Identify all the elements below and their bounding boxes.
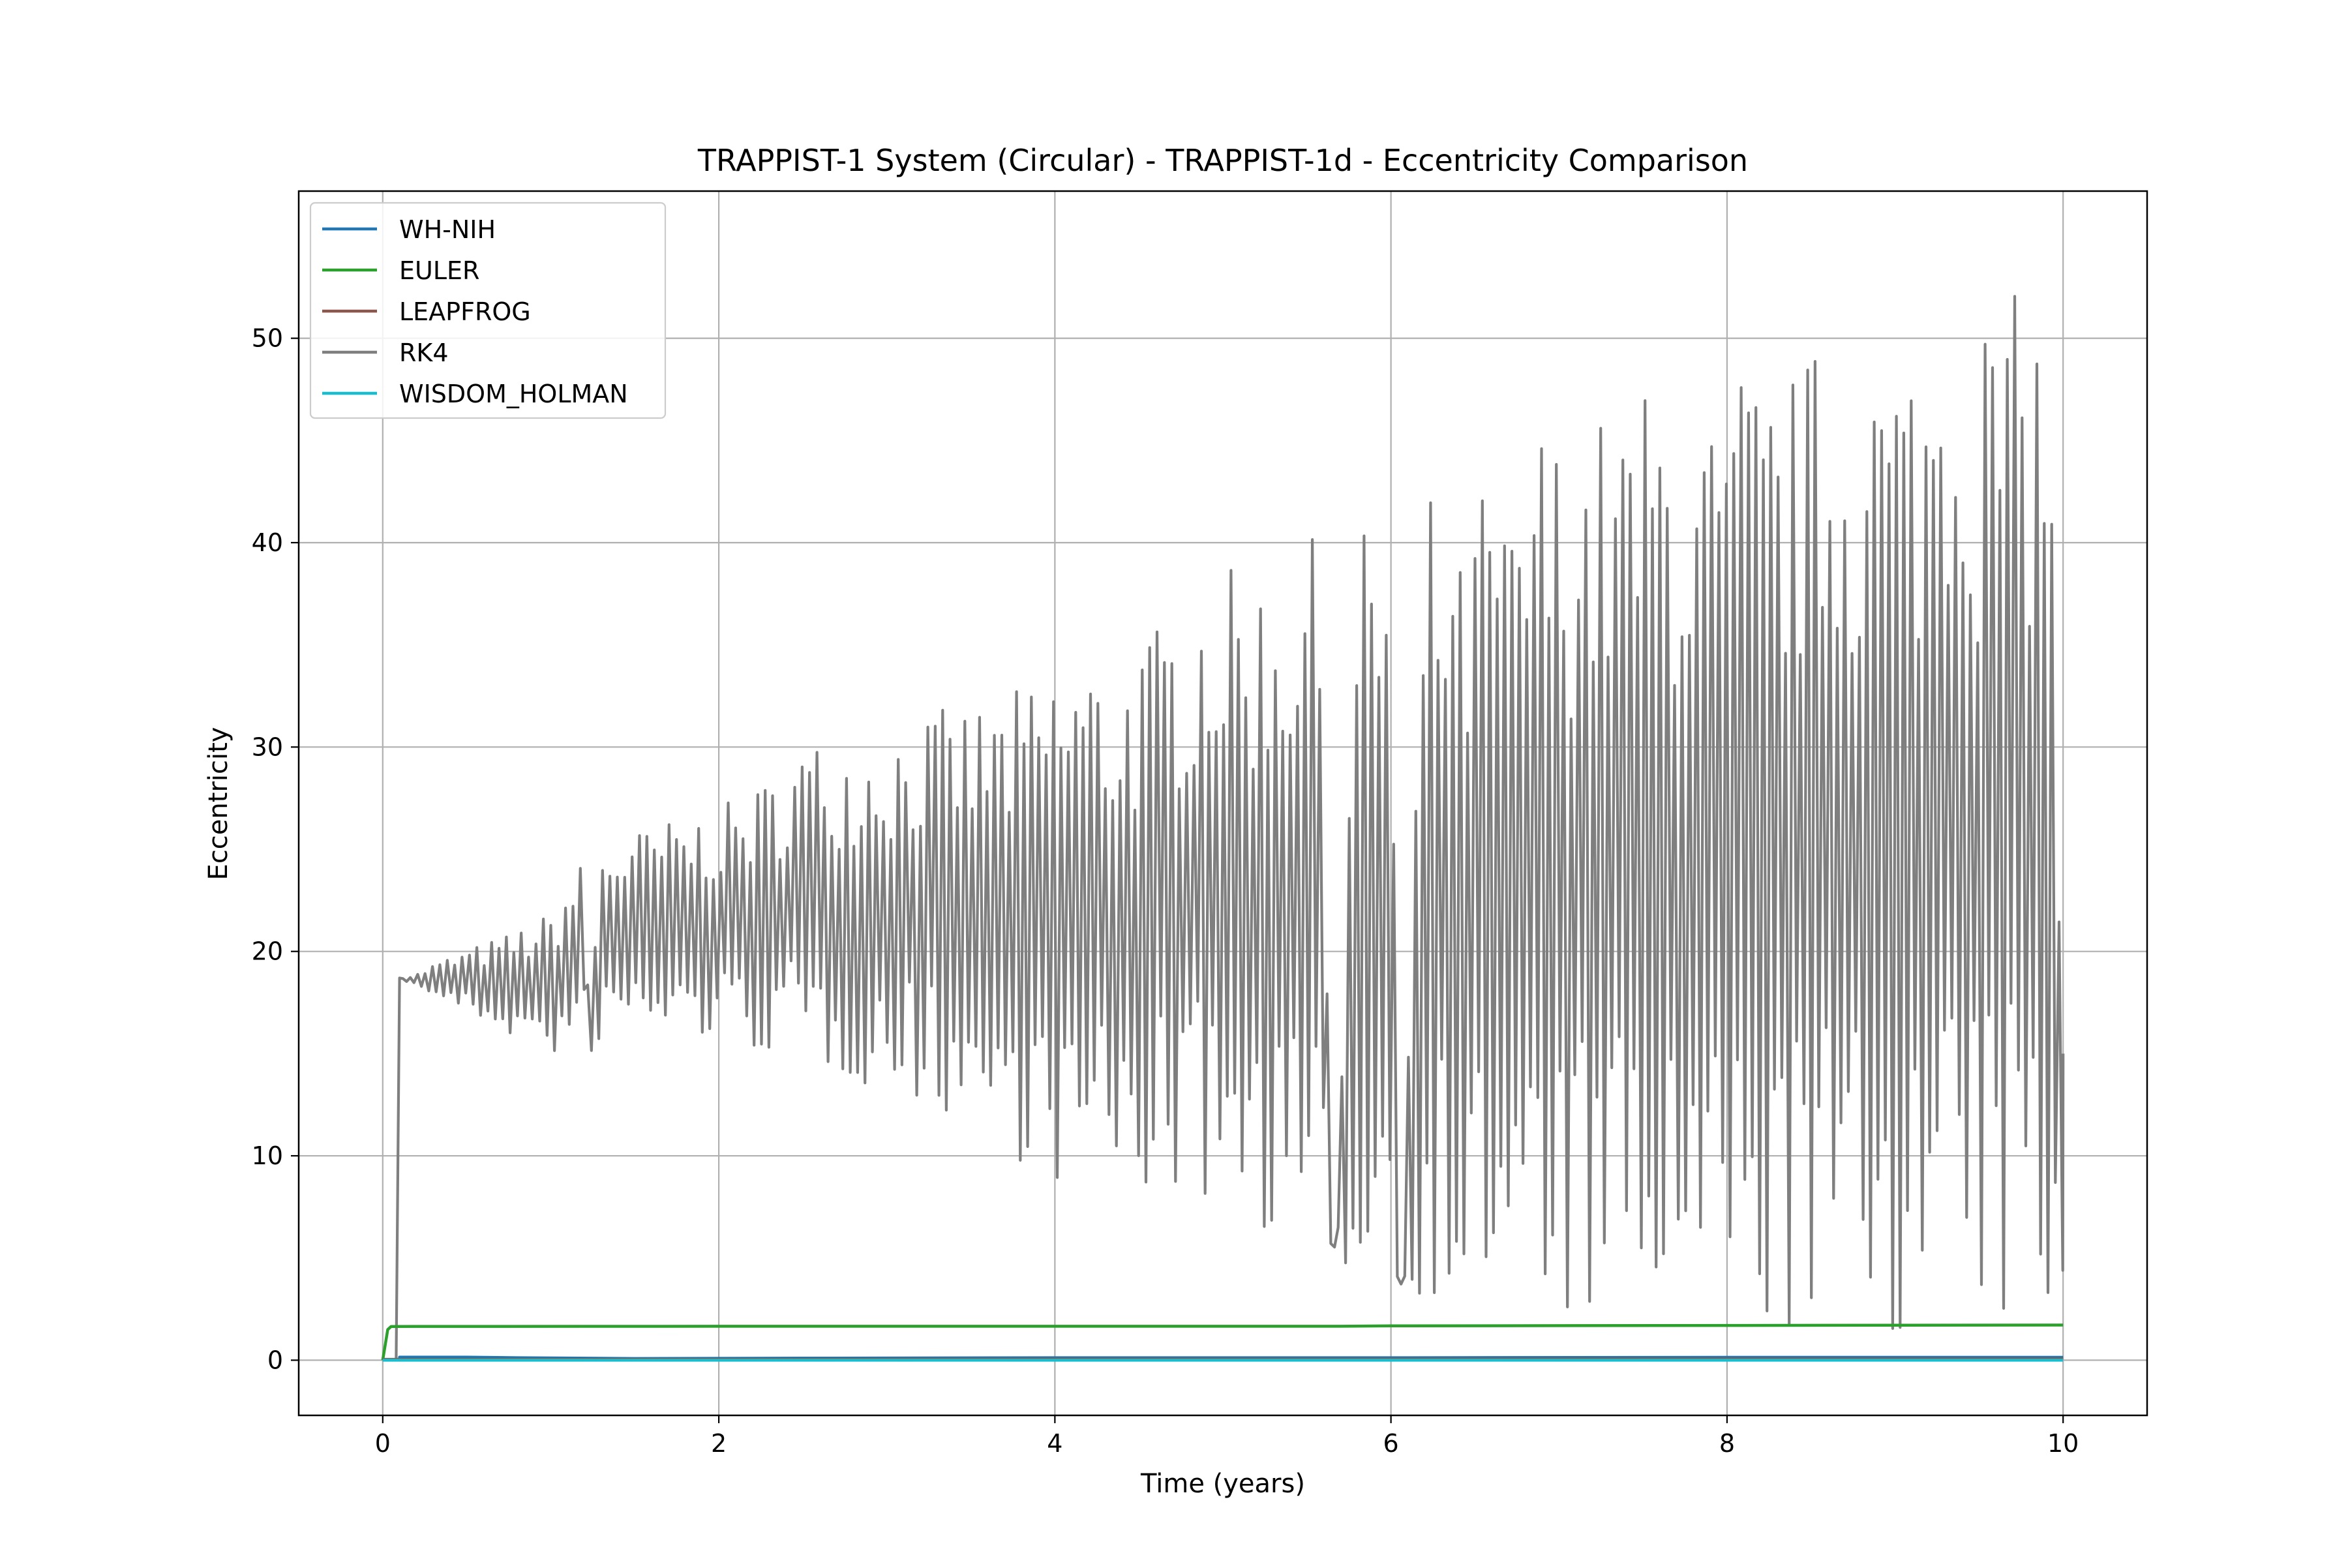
x-tick-label: 2 [711,1429,727,1458]
legend-box [309,202,667,419]
legend-label: LEAPFROG [399,297,531,326]
legend-label: RK4 [399,339,449,367]
x-tick-label: 8 [1719,1429,1735,1458]
x-tick-label: 0 [375,1429,391,1458]
y-tick-label: 30 [252,732,283,761]
legend-label: EULER [399,256,479,285]
chart-title: TRAPPIST-1 System (Circular) - TRAPPIST-… [697,143,1748,178]
x-axis-label: Time (years) [1140,1469,1305,1499]
legend: WH-NIH EULER LEAPFROG RK4 WISDOM_HOLMAN [309,202,667,419]
x-tick-label: 6 [1383,1429,1399,1458]
legend-label: WH-NIH [399,215,496,244]
y-tick-label: 0 [267,1346,283,1374]
y-tick-label: 10 [252,1141,283,1170]
y-tick-label: 20 [252,937,283,966]
legend-label: WISDOM_HOLMAN [399,380,628,408]
axis-ticks: 0 2 4 6 8 10 0 10 20 30 40 50 [252,324,2079,1458]
x-tick-label: 10 [2047,1429,2079,1458]
y-axis-label: Eccentricity [203,727,233,881]
series-line-euler [381,1323,2064,1361]
y-tick-label: 40 [252,528,283,557]
series-lines [381,295,2065,1362]
y-tick-label: 50 [252,324,283,353]
series-line-rk4 [382,295,2065,1362]
x-tick-label: 4 [1047,1429,1062,1458]
plot-frame [297,190,2148,1417]
